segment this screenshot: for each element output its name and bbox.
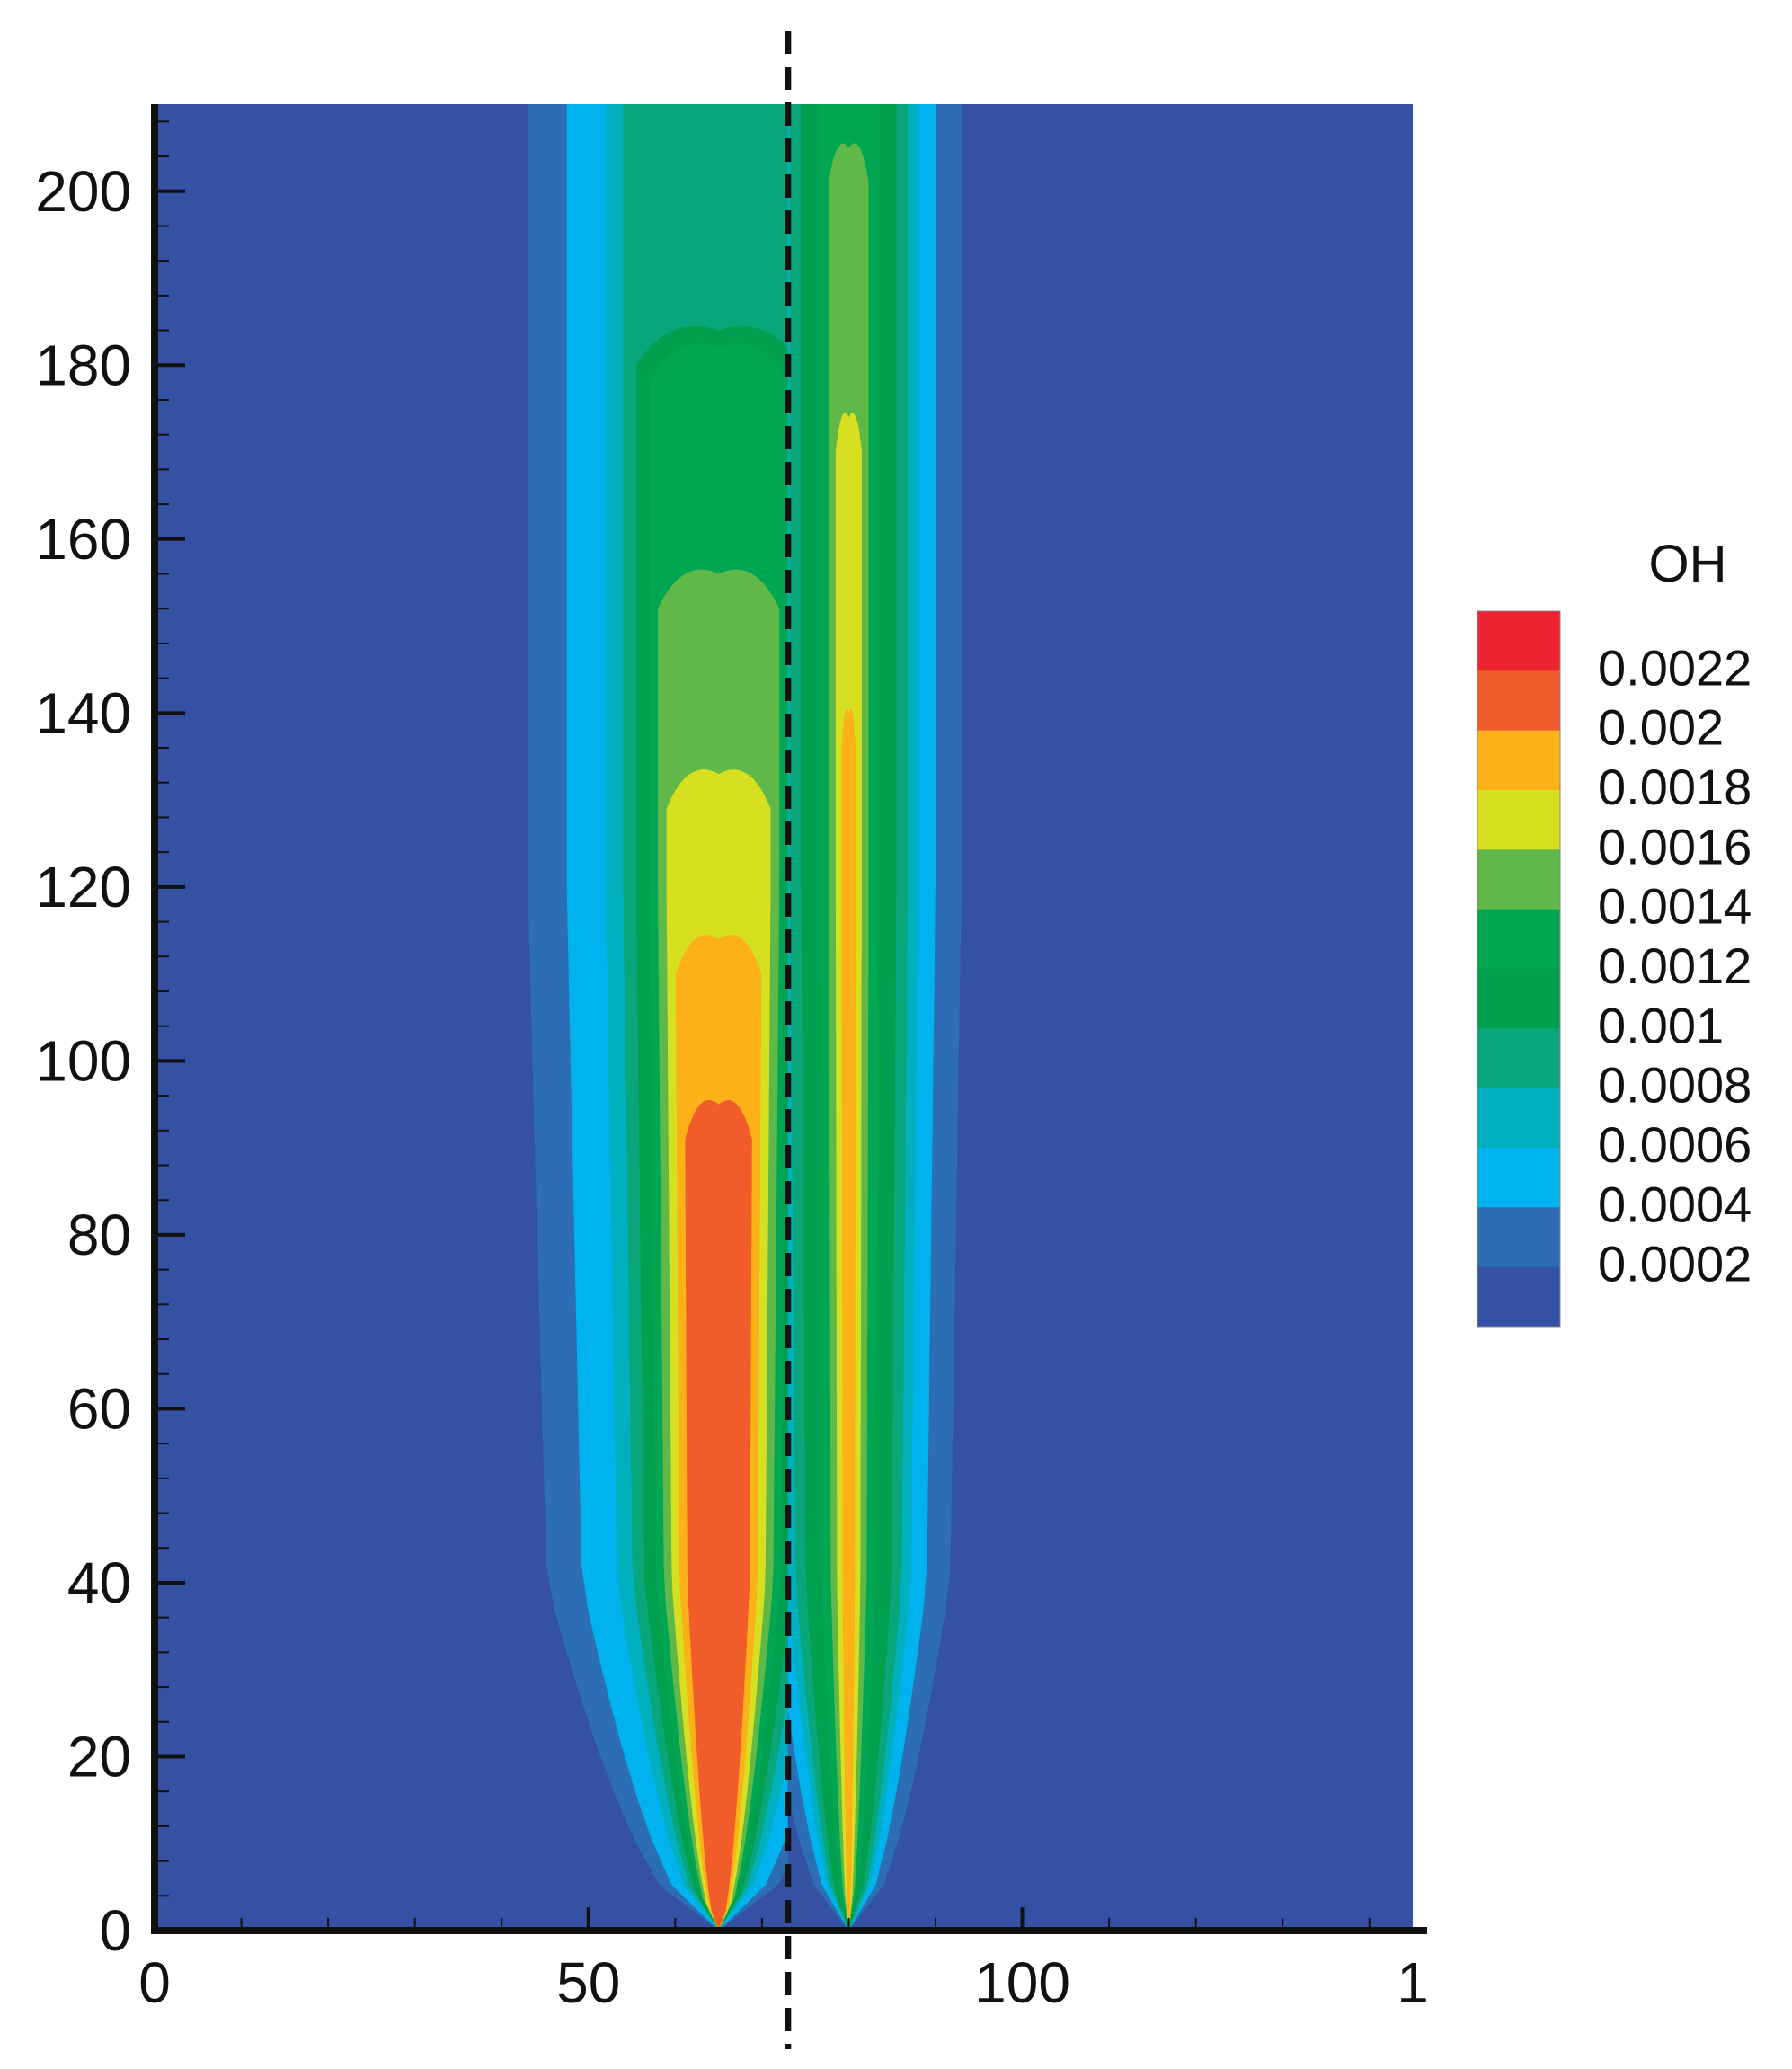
legend-label: 0.0004 — [1598, 1176, 1752, 1232]
y-axis-ticks: 0 20 40 60 80 100 120 140 160 180 200 — [35, 120, 185, 1963]
legend-swatch — [1477, 1148, 1560, 1208]
legend-label: 0.0006 — [1598, 1116, 1752, 1173]
legend-labels: 0.00220.0020.00180.00160.00140.00120.001… — [1598, 639, 1752, 1292]
legend-label: 0.0014 — [1598, 878, 1752, 935]
legend-label: 0.0022 — [1598, 639, 1752, 696]
legend-label: 0.002 — [1598, 699, 1724, 756]
legend-swatch — [1477, 790, 1560, 850]
legend-swatch — [1477, 670, 1560, 732]
y-tick-label: 160 — [35, 507, 131, 572]
x-tick-label: 1 — [1397, 1950, 1429, 2015]
legend-swatch — [1477, 1266, 1560, 1328]
legend-swatch — [1477, 849, 1560, 910]
legend-swatch — [1477, 1207, 1560, 1268]
legend-swatch — [1477, 909, 1560, 970]
legend-title: OH — [1649, 535, 1727, 593]
legend-swatch — [1477, 611, 1560, 671]
legend-label: 0.001 — [1598, 997, 1724, 1053]
y-tick-label: 140 — [35, 680, 131, 745]
y-tick-label: 120 — [35, 855, 131, 919]
y-tick-label: 0 — [99, 1898, 131, 1963]
x-axis-ticks: 0 50 100 1 — [138, 1907, 1429, 2015]
y-tick-label: 20 — [67, 1724, 131, 1789]
y-tick-label: 40 — [67, 1550, 131, 1615]
legend-label: 0.0002 — [1598, 1236, 1752, 1292]
y-tick-label: 100 — [35, 1028, 131, 1093]
left-contour-band — [685, 1099, 752, 1931]
right-contour-panel — [787, 104, 997, 1931]
y-tick-label: 80 — [67, 1203, 131, 1267]
legend-swatch — [1477, 969, 1560, 1029]
legend-swatch — [1477, 1028, 1560, 1089]
x-tick-label: 100 — [974, 1950, 1070, 2015]
axes — [151, 104, 1427, 1934]
legend-label: 0.0016 — [1598, 818, 1752, 875]
left-contour-panel — [466, 104, 788, 1931]
legend-swatch — [1477, 1088, 1560, 1149]
x-tick-label: 0 — [138, 1950, 171, 2015]
y-tick-label: 200 — [35, 159, 131, 224]
legend-swatch — [1477, 730, 1560, 791]
legend-label: 0.0018 — [1598, 759, 1752, 815]
x-tick-label: 50 — [556, 1950, 620, 2015]
legend: OH 0.00220.0020.00180.00160.00140.00120.… — [1477, 535, 1752, 1328]
legend-label: 0.0012 — [1598, 937, 1752, 994]
right-contour-band — [841, 708, 856, 1931]
y-tick-label: 60 — [67, 1376, 131, 1441]
legend-label: 0.0008 — [1598, 1057, 1752, 1114]
y-tick-label: 180 — [35, 333, 131, 397]
legend-swatches — [1477, 610, 1561, 1328]
